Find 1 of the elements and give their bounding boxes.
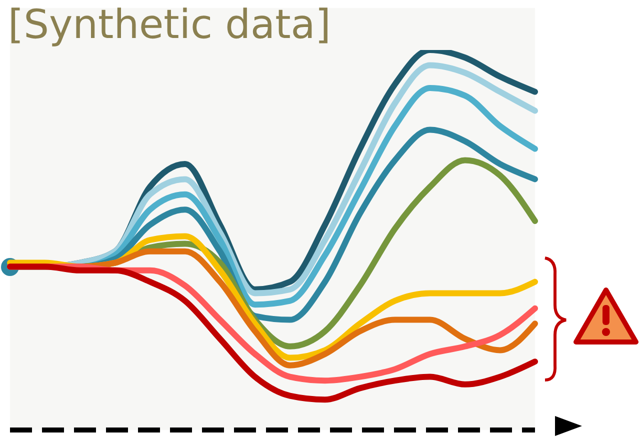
chart-title: [Synthetic data] [8,2,331,48]
